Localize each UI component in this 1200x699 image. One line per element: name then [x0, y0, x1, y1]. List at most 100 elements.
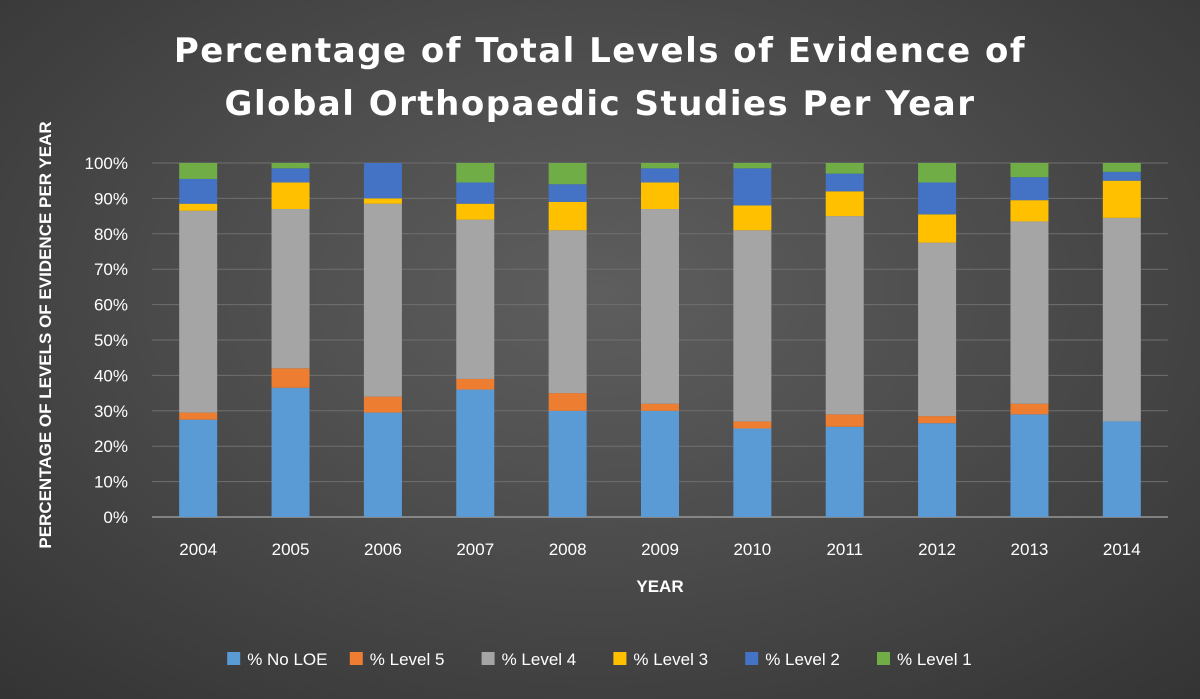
- y-tick-label: 80%: [94, 225, 128, 244]
- y-tick-label: 0%: [103, 508, 128, 527]
- legend-label: % Level 5: [370, 650, 445, 669]
- bar-2011-no-loe: [825, 426, 864, 517]
- bar-2004-no-loe: [179, 419, 218, 517]
- bar-2008-level-2: [548, 184, 587, 202]
- legend-swatch-3: [481, 652, 495, 665]
- bar-2009-level-1: [641, 163, 679, 169]
- x-tick-label: 2006: [364, 540, 402, 559]
- bar-2008-level-4: [548, 230, 587, 394]
- bar-2012-level-3: [918, 214, 957, 243]
- bar-2006-level-2: [363, 163, 402, 199]
- bar-2013-level-3: [1010, 200, 1049, 222]
- x-tick-label: 2007: [456, 540, 494, 559]
- y-tick-label: 10%: [94, 473, 128, 492]
- bar-2008-level-5: [548, 393, 587, 411]
- bar-2005-level-2: [271, 168, 310, 183]
- bar-2012-level-2: [918, 182, 957, 215]
- bar-2014-no-loe: [1102, 421, 1141, 517]
- legend-label: % No LOE: [247, 650, 327, 669]
- legend-swatch-1: [227, 652, 241, 665]
- x-tick-label: 2014: [1103, 540, 1141, 559]
- bar-2005-no-loe: [271, 387, 310, 517]
- bar-2004-level-1: [179, 163, 218, 179]
- bar-2007-level-3: [456, 203, 495, 220]
- bar-2011-level-1: [825, 163, 864, 174]
- bar-2005-level-1: [271, 163, 310, 169]
- bar-2011-level-3: [825, 191, 864, 217]
- y-tick-label: 50%: [94, 331, 128, 350]
- bar-2014-level-4: [1102, 217, 1141, 422]
- y-axis-title: PERCENTAGE OF LEVELS OF EVIDENCE PER YEA…: [36, 121, 55, 548]
- bar-2012-no-loe: [918, 423, 957, 517]
- bar-2013-no-loe: [1010, 414, 1049, 517]
- bar-2012-level-4: [918, 242, 957, 417]
- bar-2005-level-3: [271, 182, 310, 210]
- bar-2009-level-4: [641, 209, 679, 404]
- bar-2007-no-loe: [456, 389, 495, 517]
- legend-label: % Level 1: [897, 650, 972, 669]
- bar-2010-level-4: [733, 230, 772, 422]
- bar-2004-level-4: [179, 210, 218, 413]
- bar-segments: [179, 163, 1141, 517]
- bar-2013-level-2: [1010, 177, 1049, 201]
- x-tick-label: 2012: [918, 540, 956, 559]
- bar-2013-level-1: [1010, 163, 1049, 178]
- chart-title-line-2: Global Orthopaedic Studies Per Year: [225, 84, 976, 124]
- bar-2010-no-loe: [733, 428, 772, 517]
- x-tick-label: 2005: [272, 540, 310, 559]
- x-tick-label: 2013: [1011, 540, 1049, 559]
- bar-2006-level-4: [363, 203, 402, 397]
- bar-2014-level-2: [1102, 171, 1141, 181]
- bar-2004-level-3: [179, 203, 218, 211]
- y-tick-label: 100%: [85, 154, 128, 173]
- bar-2014-level-1: [1102, 163, 1141, 172]
- x-tick-label: 2009: [641, 540, 679, 559]
- x-tick-label: 2010: [733, 540, 771, 559]
- bar-2012-level-5: [918, 416, 957, 424]
- legend-swatch-6: [877, 652, 890, 665]
- bar-2004-level-5: [179, 412, 218, 420]
- legend: % No LOE % Level 5 % Level 4 % Level 3 % Lev…: [227, 650, 972, 669]
- bar-2008-level-3: [548, 201, 587, 231]
- bar-2006-level-3: [363, 198, 402, 204]
- bar-2010-level-5: [733, 421, 772, 429]
- bar-2005-level-5: [271, 368, 310, 388]
- y-tick-label: 40%: [94, 366, 128, 385]
- bar-2011-level-4: [825, 216, 864, 415]
- bar-2012-level-1: [918, 163, 957, 183]
- legend-swatch-5: [745, 652, 759, 665]
- bar-2006-level-5: [363, 396, 402, 413]
- x-tick-label: 2008: [549, 540, 587, 559]
- bar-2004-level-2: [179, 178, 218, 204]
- bar-2011-level-2: [825, 173, 864, 192]
- legend-label: % Level 4: [502, 650, 577, 669]
- bar-2008-level-1: [548, 163, 587, 185]
- bar-2010-level-3: [733, 205, 772, 231]
- bar-2007-level-5: [456, 378, 495, 390]
- legend-swatch-4: [613, 652, 627, 665]
- x-axis-tick-labels: 2004 2005 2006 2007 2008 2009 2010 2011 2012 2013…: [179, 540, 1140, 559]
- bar-2010-level-2: [733, 168, 772, 206]
- bar-2010-level-1: [733, 163, 772, 169]
- bar-2013-level-5: [1010, 403, 1049, 415]
- bar-2009-level-3: [641, 182, 679, 210]
- bar-2009-level-2: [641, 168, 679, 183]
- bar-2008-no-loe: [548, 410, 587, 517]
- y-tick-label: 20%: [94, 437, 128, 456]
- y-tick-label: 70%: [94, 260, 128, 279]
- bar-2014-level-3: [1102, 180, 1141, 218]
- x-tick-label: 2011: [826, 540, 863, 559]
- bar-2009-no-loe: [641, 410, 679, 517]
- x-tick-label: 2004: [179, 540, 217, 559]
- bar-2007-level-4: [456, 219, 495, 379]
- bar-2006-no-loe: [363, 412, 402, 517]
- bar-2011-level-5: [825, 414, 864, 427]
- y-tick-label: 90%: [94, 189, 128, 208]
- chart-title: Percentage of Total Levels of Evidence o…: [174, 31, 1026, 124]
- bar-2009-level-5: [641, 403, 679, 411]
- y-tick-label: 60%: [94, 296, 128, 315]
- chart-title-line-1: Percentage of Total Levels of Evidence o…: [174, 31, 1026, 71]
- bar-2007-level-2: [456, 182, 495, 204]
